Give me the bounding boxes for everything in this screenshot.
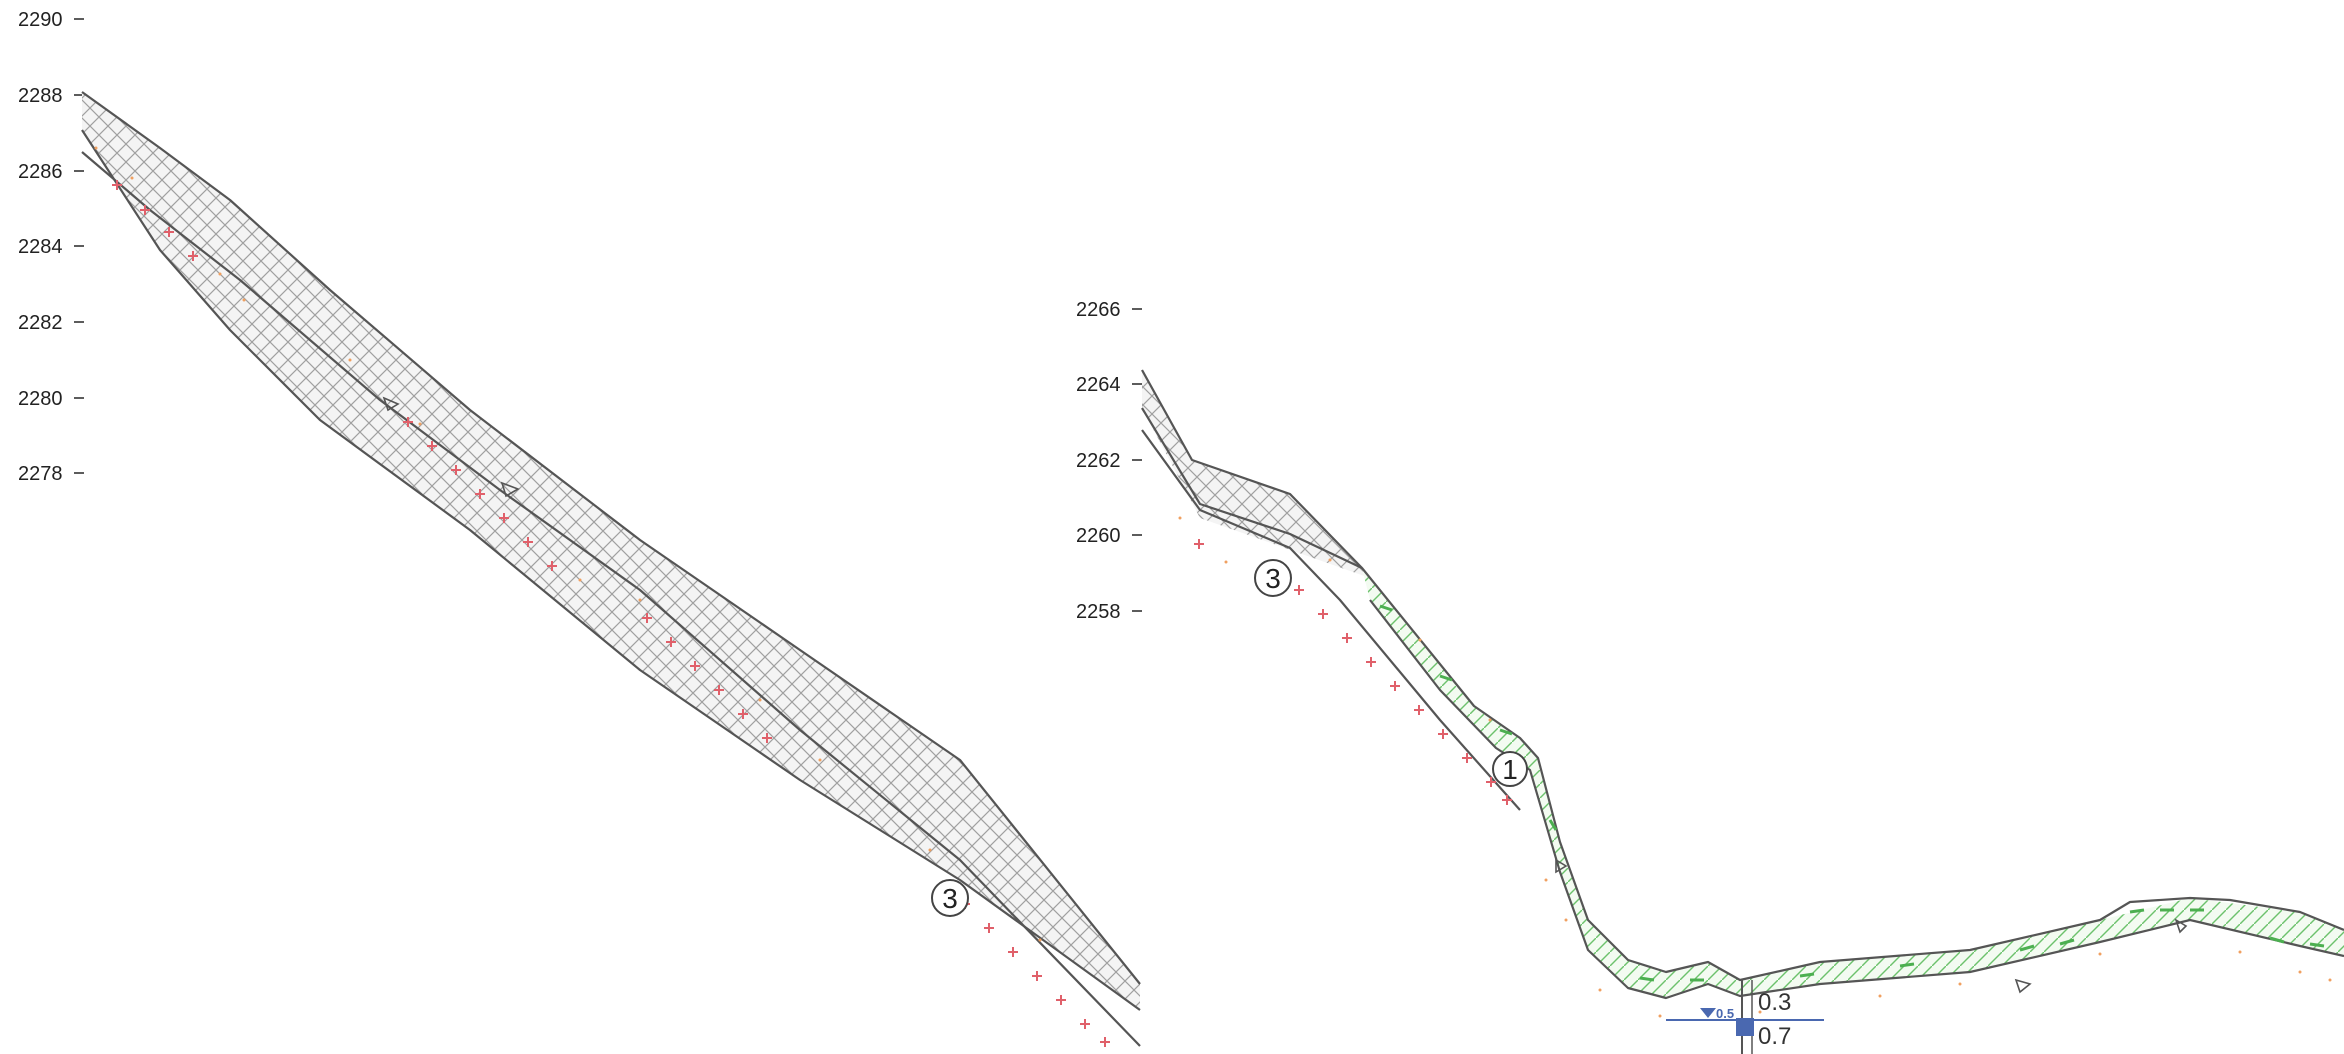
dimension-lower-label: 0.7 [1758, 1023, 1791, 1050]
right-tick-label: 2258 [1076, 601, 1121, 623]
left-bottom-line [81, 151, 1141, 1047]
dimension-marker-square [1736, 1018, 1754, 1036]
left-tick-label: 2288 [18, 85, 63, 107]
right-dots [1178, 516, 2332, 1018]
right-triangle-marker [2174, 918, 2188, 934]
left-tick-label: 2286 [18, 161, 63, 183]
right-callout-3: 3 [1254, 559, 1292, 597]
left-callout-3: 3 [931, 879, 969, 917]
right-triangle-marker [2014, 978, 2032, 994]
right-callout-3-label: 3 [1265, 563, 1281, 594]
left-axis: 2290 2288 2286 2284 2282 2280 2278 [18, 9, 84, 485]
left-dots [94, 146, 1042, 942]
right-green-dashes [1379, 604, 2325, 982]
right-tick-label: 2266 [1076, 299, 1121, 321]
right-top-line [1141, 369, 2344, 982]
left-middle-line [81, 129, 1141, 1011]
water-level-dimension: 0.5 0.3 0.7 [1666, 980, 1824, 1054]
left-triangle-marker [382, 396, 400, 412]
left-embankment-layer [81, 91, 1141, 1047]
right-crosshatch-band [1142, 370, 1370, 578]
right-embankment-layer [1141, 369, 2344, 1000]
left-crosshatch-band [82, 92, 1140, 1010]
right-plus-markers [1194, 539, 1512, 805]
right-callout-1-label: 1 [1502, 754, 1518, 785]
dimension-small-label: 0.5 [1716, 1006, 1734, 1021]
left-tick-label: 2290 [18, 9, 63, 31]
right-bottom-line [1141, 429, 1521, 811]
left-tick-label: 2282 [18, 312, 63, 334]
right-tick-label: 2264 [1076, 374, 1121, 396]
left-plus-markers [112, 180, 1110, 1047]
left-tick-label: 2284 [18, 236, 63, 258]
left-tick-label: 2280 [18, 388, 63, 410]
left-top-line [81, 91, 1141, 985]
dimension-upper-label: 0.3 [1758, 989, 1791, 1016]
water-level-icon [1700, 1008, 1716, 1018]
left-callout-label: 3 [942, 883, 958, 914]
right-tick-label: 2260 [1076, 525, 1121, 547]
left-tick-label: 2278 [18, 463, 63, 485]
right-tick-label: 2262 [1076, 450, 1121, 472]
right-callout-1: 1 [1492, 751, 1528, 787]
right-triangle-marker [1555, 858, 1568, 874]
left-triangle-marker [500, 481, 520, 498]
right-axis: 2266 2264 2262 2260 2258 [1076, 299, 1142, 623]
